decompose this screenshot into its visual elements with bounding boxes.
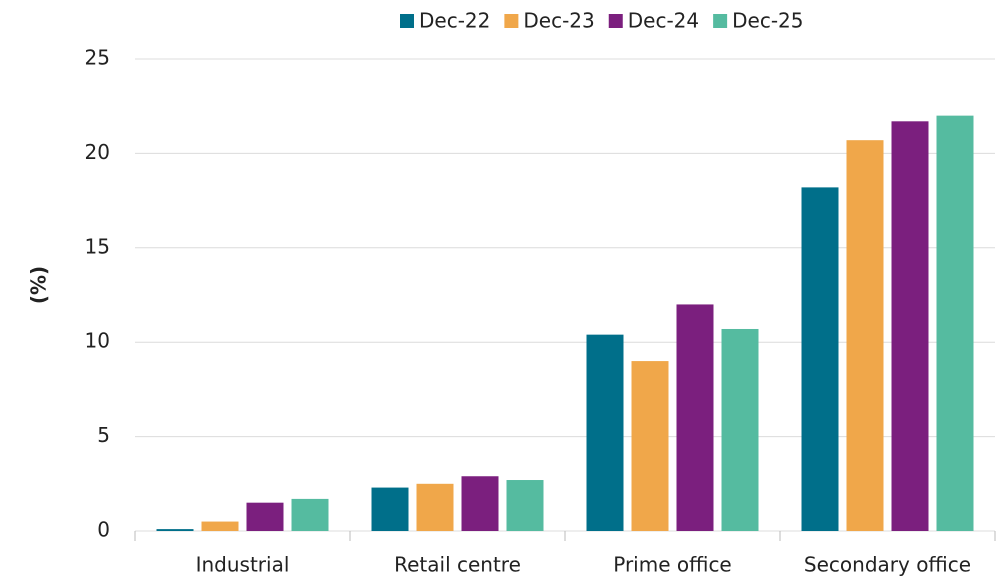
y-axis-label: (%) bbox=[27, 266, 51, 304]
y-tick-label: 0 bbox=[97, 518, 110, 542]
x-tick-label: Industrial bbox=[196, 553, 290, 577]
y-tick-label: 25 bbox=[85, 46, 110, 70]
bar bbox=[371, 487, 409, 531]
legend-swatch bbox=[504, 14, 519, 28]
y-tick-label: 5 bbox=[97, 423, 110, 447]
x-tick-label: Prime office bbox=[613, 553, 732, 577]
y-tick-label: 10 bbox=[85, 329, 110, 353]
bar bbox=[416, 483, 454, 531]
bar bbox=[676, 304, 714, 531]
bar bbox=[291, 498, 329, 531]
x-tick-label: Secondary office bbox=[804, 553, 971, 577]
legend-label: Dec-25 bbox=[732, 9, 803, 33]
legend-label: Dec-22 bbox=[419, 9, 490, 33]
y-tick-label: 15 bbox=[85, 234, 110, 258]
legend-label: Dec-23 bbox=[523, 9, 594, 33]
bar bbox=[201, 521, 239, 531]
bar bbox=[461, 476, 499, 531]
bar bbox=[801, 187, 839, 531]
bar bbox=[936, 115, 974, 531]
x-tick-label: Retail centre bbox=[394, 553, 521, 577]
bar bbox=[846, 140, 884, 531]
legend-label: Dec-24 bbox=[628, 9, 699, 33]
y-tick-label: 20 bbox=[85, 140, 110, 164]
legend-swatch bbox=[400, 14, 414, 28]
bar bbox=[586, 334, 624, 531]
bar bbox=[156, 529, 194, 531]
legend-swatch bbox=[608, 14, 623, 28]
bar bbox=[891, 121, 929, 531]
bar bbox=[506, 480, 544, 531]
bar bbox=[721, 328, 759, 531]
legend-swatch bbox=[713, 14, 728, 28]
bar bbox=[246, 502, 284, 531]
bar bbox=[631, 361, 669, 531]
